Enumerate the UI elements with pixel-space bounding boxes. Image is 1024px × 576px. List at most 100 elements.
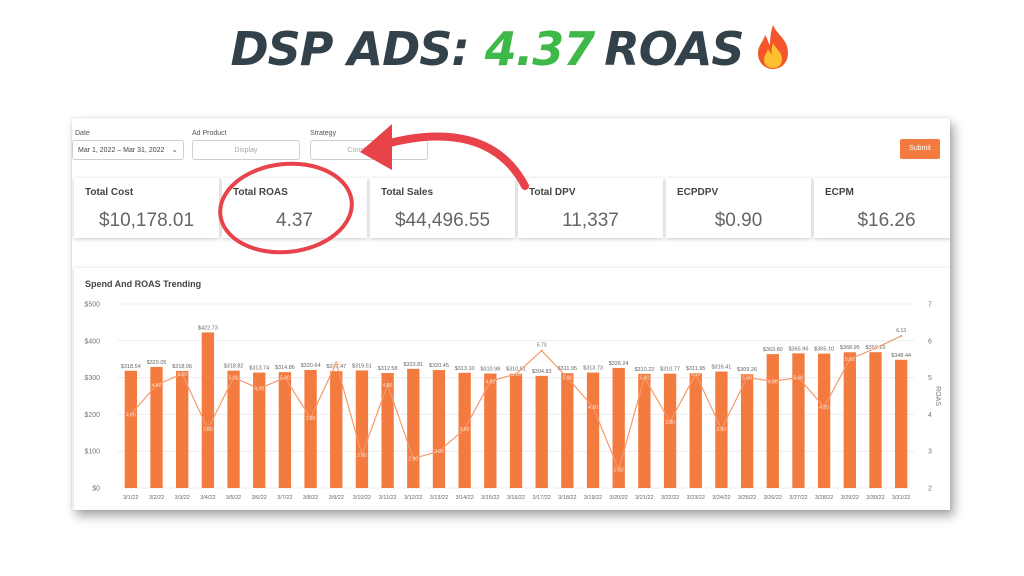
metric-label: Total Sales — [381, 187, 434, 198]
roas-point — [720, 427, 723, 431]
x-tick-label: 3/27/22 — [789, 495, 807, 501]
bar-value-label: $422.73 — [198, 325, 218, 331]
metric-card-total-cost: Total Cost $10,178.01 — [74, 178, 219, 238]
bar — [663, 373, 677, 488]
bar — [253, 372, 266, 488]
roas-value-label: 5.00 — [742, 376, 752, 382]
roas-point — [437, 450, 441, 453]
bar — [201, 332, 215, 488]
x-tick-label: 3/15/22 — [481, 495, 499, 501]
roas-value-label: 2.90 — [357, 453, 367, 459]
roas-point — [206, 427, 210, 431]
headline-suffix: ROAS — [604, 22, 744, 76]
bar — [561, 373, 574, 488]
y-left-tick-label: $400 — [84, 338, 100, 345]
bar — [638, 373, 651, 488]
strategy-input[interactable]: Consideration — [310, 140, 428, 160]
bar-value-label: $348.44 — [891, 353, 911, 359]
chevron-down-icon: ⌄ — [171, 145, 178, 154]
y-left-tick-label: $300 — [84, 375, 100, 382]
bar — [740, 374, 754, 488]
bar — [894, 359, 908, 488]
date-label: Date — [75, 130, 90, 137]
metric-label: Total DPV — [529, 187, 576, 198]
metric-card-ecpdpv: ECPDPV $0.90 — [666, 178, 811, 238]
spend-roas-chart: $0 $100 $200 $300 $400 $500 2 3 4 5 6 7 ROAS $318.54 $… — [84, 302, 941, 502]
roas-value-label: 5.10 — [691, 372, 701, 378]
roas-value-label: 5.10 — [511, 372, 521, 378]
x-tick-label: 3/30/22 — [866, 495, 884, 501]
roas-point — [335, 361, 338, 365]
x-tick-label: 3/8/22 — [303, 495, 318, 501]
bar — [869, 352, 882, 488]
roas-value-label: 5.73 — [537, 343, 547, 349]
dashboard-card: Date Mar 1, 2022 – Mar 31, 2022 ⌄ Ad Pro… — [72, 118, 950, 510]
metric-value: 4.37 — [276, 210, 313, 231]
roas-value-label: 4.80 — [152, 383, 162, 389]
bar-value-label: $313.10 — [455, 366, 475, 372]
metric-card-total-dpv: Total DPV 11,337 — [518, 178, 663, 238]
headline-prefix: DSP ADS: — [230, 22, 469, 76]
roas-point — [258, 387, 261, 390]
bar-value-label: $365.10 — [814, 347, 834, 353]
roas-point — [899, 334, 903, 338]
bar-value-label: $314.86 — [275, 365, 295, 371]
bar-value-label: $318.54 — [121, 364, 141, 370]
y-right-tick-label: 6 — [928, 338, 932, 345]
bar — [458, 372, 471, 488]
roas-point — [874, 346, 877, 350]
x-tick-label: 3/18/22 — [558, 495, 576, 501]
bar-value-label: $311.95 — [558, 366, 577, 372]
roas-point — [643, 376, 646, 379]
y-left-tick-label: $100 — [84, 449, 100, 456]
date-range-select[interactable]: Mar 1, 2022 – Mar 31, 2022 ⌄ — [72, 140, 184, 160]
bar-value-label: $323.81 — [403, 362, 423, 368]
x-tick-label: 3/19/22 — [584, 495, 602, 501]
roas-point — [489, 380, 492, 383]
y-left-tick-label: $200 — [84, 412, 100, 419]
bar-value-label: $318.06 — [172, 364, 192, 370]
roas-point — [848, 358, 852, 361]
bar-value-label: $320.45 — [429, 363, 449, 369]
chart-title: Spend And ROAS Trending — [85, 279, 202, 289]
roas-value-label: 5.50 — [845, 357, 855, 363]
x-tick-label: 3/24/22 — [712, 495, 730, 501]
roas-value-label: 4.70 — [254, 387, 264, 393]
x-tick-label: 3/1/22 — [123, 495, 138, 501]
x-tick-label: 3/29/22 — [841, 495, 859, 501]
bar-value-label: $310.51 — [506, 367, 526, 373]
roas-value-label: 5.00 — [794, 376, 804, 382]
roas-value-label: 4.90 — [768, 379, 778, 385]
x-tick-label: 3/13/22 — [430, 495, 448, 501]
bar — [407, 368, 420, 488]
ad-product-input[interactable]: Display — [192, 140, 300, 160]
x-tick-label: 3/11/22 — [379, 495, 397, 501]
roas-value-label: 3.80 — [665, 420, 675, 426]
roas-point — [412, 457, 415, 460]
roas-point — [591, 405, 595, 409]
roas-point — [155, 383, 158, 387]
spend-roas-chart-panel: Spend And ROAS Trending $0 $100 $200 $300 $4… — [74, 268, 950, 510]
headline: DSP ADS: 4.37 ROAS — [0, 22, 1024, 82]
bar — [355, 370, 369, 488]
bar-value-label: $311.95 — [686, 366, 705, 372]
y-right-axis-label: ROAS — [934, 386, 941, 406]
y-right-tick-label: 3 — [928, 449, 932, 456]
roas-value-label: 2.80 — [408, 457, 418, 463]
roas-value-label: 3.90 — [306, 416, 316, 422]
bar — [586, 372, 600, 488]
bar-value-label: $304.83 — [532, 369, 552, 375]
x-tick-label: 3/9/22 — [329, 495, 344, 501]
bar — [817, 353, 831, 488]
x-tick-label: 3/5/22 — [226, 495, 241, 501]
metric-value: $0.90 — [714, 210, 763, 231]
submit-button[interactable]: Submit — [900, 139, 940, 159]
bar — [843, 352, 856, 488]
metric-card-total-roas: Total ROAS 4.37 — [222, 178, 367, 238]
y-left-tick-label: $500 — [84, 302, 100, 309]
x-tick-label: 3/20/22 — [610, 495, 628, 501]
metric-label: Total Cost — [85, 187, 134, 198]
roas-value-label: 3.60 — [203, 427, 213, 433]
roas-point — [283, 376, 287, 379]
roas-value-label: 4.80 — [383, 383, 393, 389]
